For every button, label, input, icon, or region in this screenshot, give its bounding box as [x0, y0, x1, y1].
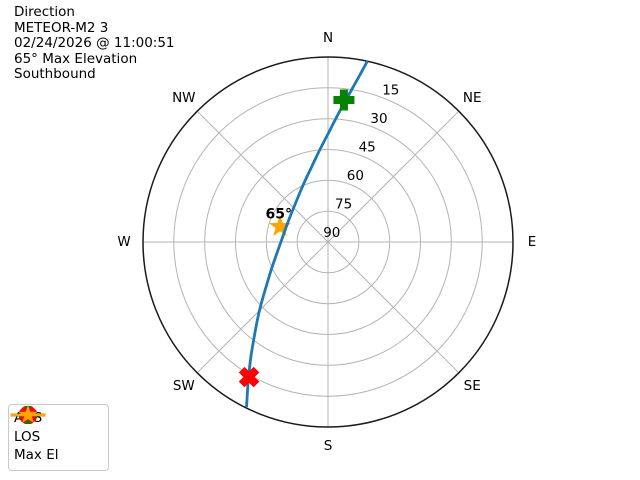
label-layer: 15 30 45 60 75 90 N NE E SE S SW W NW 65° [117, 30, 536, 454]
legend-label-max-el: Max El [14, 447, 59, 464]
chart-title: Direction [14, 4, 75, 20]
azimuth-spoke-135 [327, 241, 460, 374]
azimuth-spoke-315 [196, 110, 329, 243]
max-elevation-text: 65° Max Elevation [14, 50, 138, 67]
ring-label-60: 60 [347, 168, 364, 184]
legend-item-los: LOS [10, 406, 105, 445]
compass-label-nw: NW [172, 90, 195, 106]
legend-label-los: LOS [14, 428, 41, 445]
compass-label-e: E [528, 234, 537, 250]
compass-label-s: S [324, 438, 333, 454]
compass-label-w: W [117, 234, 130, 250]
pass-datetime: 02/24/2026 @ 11:00:51 [14, 35, 175, 51]
max-el-annotation: 65° [266, 207, 292, 223]
star-icon [10, 405, 46, 423]
ring-label-30: 30 [370, 111, 387, 127]
satellite-track-line [245, 60, 369, 408]
ring-label-75: 75 [335, 196, 352, 212]
compass-label-n: N [323, 30, 333, 46]
data-layer [238, 60, 369, 408]
azimuth-spoke-225 [196, 241, 329, 374]
horizon-circle [142, 56, 514, 428]
legend-item-max-el: Max El [10, 405, 105, 464]
star-icon [18, 405, 38, 423]
max-el-marker-icon [269, 215, 291, 236]
grid-layer [142, 56, 514, 428]
compass-label-ne: NE [463, 90, 482, 106]
los-marker-icon [238, 366, 260, 388]
ring-label-15: 15 [382, 82, 399, 98]
legend: AOS LOS Max El [8, 404, 109, 471]
azimuth-spoke-45 [327, 110, 460, 243]
compass-label-se: SE [464, 378, 481, 394]
compass-label-sw: SW [173, 378, 195, 394]
pass-direction: Southbound [14, 66, 96, 82]
ring-label-90: 90 [323, 225, 340, 241]
plot-header: Direction METEOR-M2 3 02/24/2026 @ 11:00… [14, 4, 175, 83]
ring-label-45: 45 [359, 139, 376, 155]
satellite-name: METEOR-M2 3 [14, 19, 109, 36]
aos-marker-icon [333, 89, 355, 111]
